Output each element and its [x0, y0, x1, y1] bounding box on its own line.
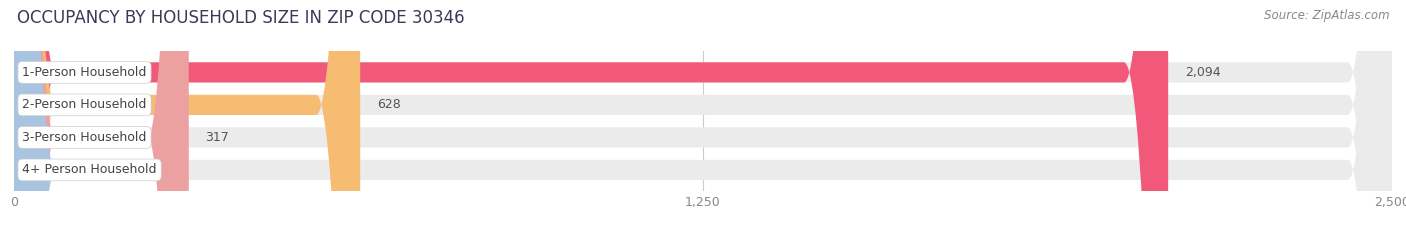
- FancyBboxPatch shape: [14, 0, 188, 233]
- Text: 628: 628: [377, 98, 401, 111]
- FancyBboxPatch shape: [0, 0, 58, 233]
- FancyBboxPatch shape: [14, 0, 360, 233]
- FancyBboxPatch shape: [14, 0, 1168, 233]
- FancyBboxPatch shape: [14, 0, 1392, 233]
- Text: 4+ Person Household: 4+ Person Household: [22, 163, 157, 176]
- FancyBboxPatch shape: [14, 0, 1392, 233]
- Text: 2,094: 2,094: [1185, 66, 1220, 79]
- FancyBboxPatch shape: [14, 0, 1392, 233]
- Text: 3-Person Household: 3-Person Household: [22, 131, 146, 144]
- Text: 1-Person Household: 1-Person Household: [22, 66, 146, 79]
- Text: OCCUPANCY BY HOUSEHOLD SIZE IN ZIP CODE 30346: OCCUPANCY BY HOUSEHOLD SIZE IN ZIP CODE …: [17, 9, 464, 27]
- Text: 317: 317: [205, 131, 229, 144]
- FancyBboxPatch shape: [14, 0, 1392, 233]
- Text: 20: 20: [42, 163, 58, 176]
- Text: 2-Person Household: 2-Person Household: [22, 98, 146, 111]
- Text: Source: ZipAtlas.com: Source: ZipAtlas.com: [1264, 9, 1389, 22]
